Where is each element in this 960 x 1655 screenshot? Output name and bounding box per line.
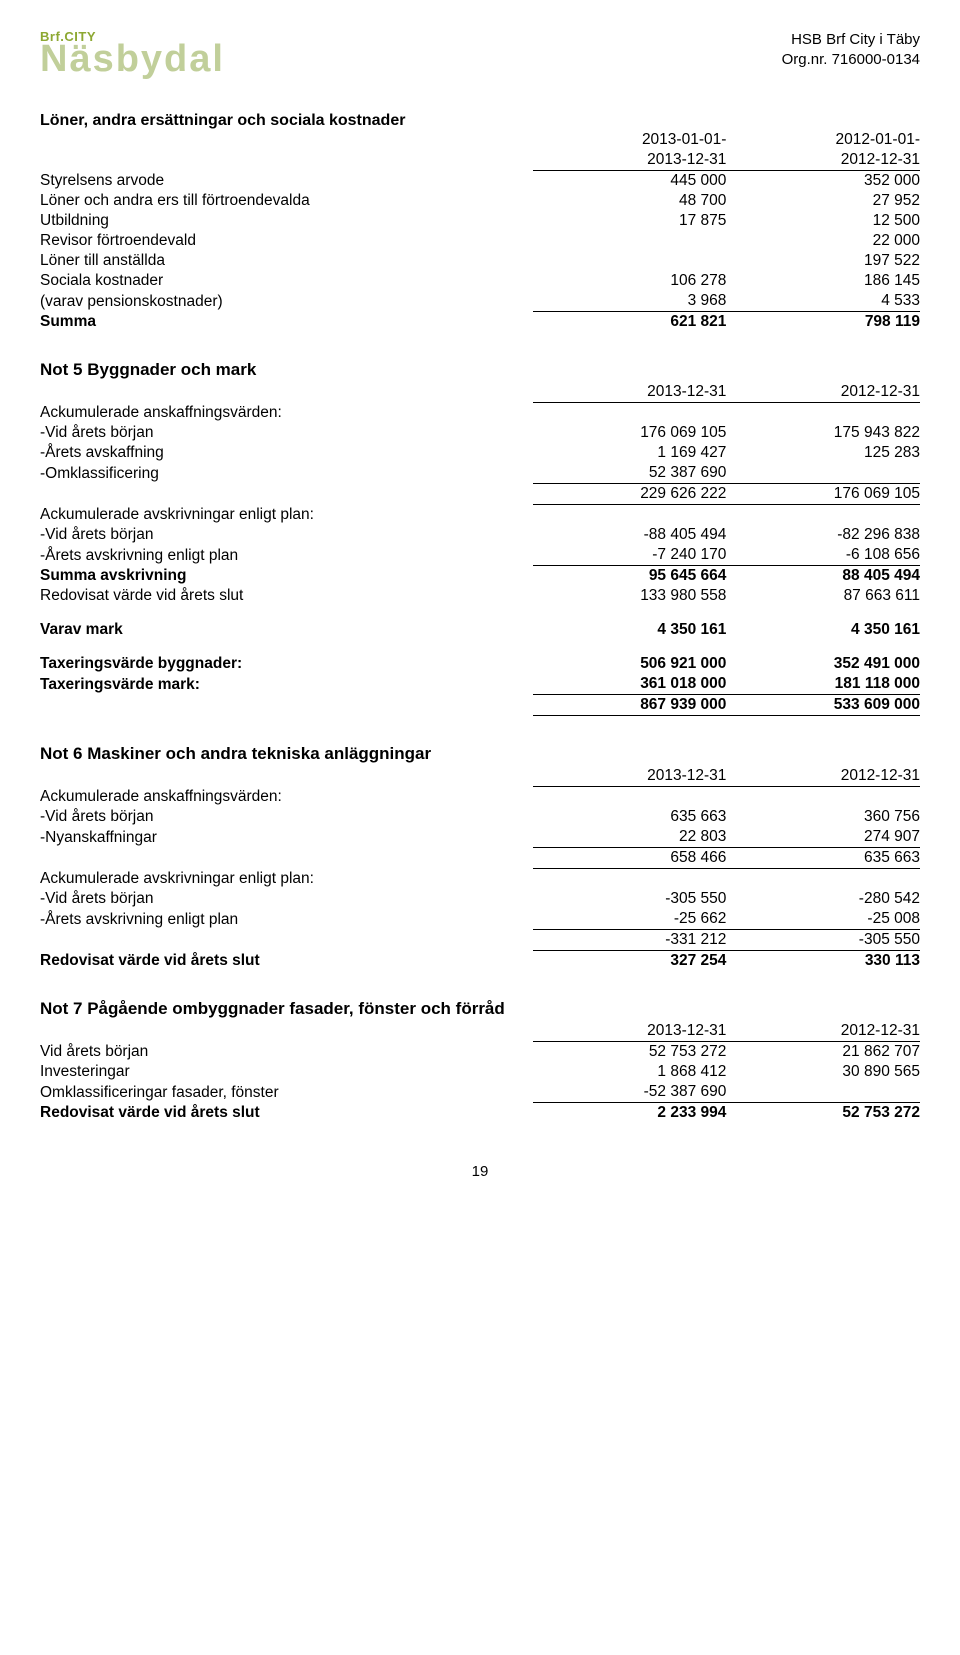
note6-table: 2013-12-31 2012-12-31 Ackumulerade anska… (40, 766, 920, 971)
col-header: 2013-01-01- (533, 130, 727, 150)
table-row: Redovisat värde vid årets slut327 254330… (40, 951, 920, 972)
header-right: HSB Brf City i Täby Org.nr. 716000-0134 (782, 30, 920, 69)
table-row: Utbildning17 87512 500 (40, 211, 920, 231)
col-header: 2013-12-31 (533, 766, 727, 787)
note5-title: Not 5 Byggnader och mark (40, 360, 920, 380)
table-row-sum: Summa621 821798 119 (40, 312, 920, 333)
table-row: Taxeringsvärde mark:361 018 000181 118 0… (40, 674, 920, 695)
table-row: -Årets avskrivning enligt plan-25 662-25… (40, 909, 920, 930)
table-row: Löner och andra ers till förtroendevalda… (40, 191, 920, 211)
table-row-sum: Summa avskrivning95 645 66488 405 494 (40, 566, 920, 587)
table-row: Ackumulerade anskaffningsvärden: (40, 403, 920, 424)
col-header: 2012-12-31 (726, 1021, 920, 1042)
table-row: -Årets avskaffning1 169 427125 283 (40, 443, 920, 463)
note5-table: 2013-12-31 2012-12-31 Ackumulerade anska… (40, 382, 920, 716)
org-name: HSB Brf City i Täby (782, 30, 920, 50)
table-row: Taxeringsvärde byggnader:506 921 000352 … (40, 654, 920, 674)
table-row: Vid årets början52 753 27221 862 707 (40, 1042, 920, 1063)
table-row: -Vid årets början635 663360 756 (40, 807, 920, 827)
col-header: 2012-12-31 (726, 766, 920, 787)
table-row: Ackumulerade avskrivningar enligt plan: (40, 869, 920, 890)
note7-title: Not 7 Pågående ombyggnader fasader, föns… (40, 999, 920, 1019)
table-row: Sociala kostnader106 278186 145 (40, 271, 920, 291)
table-row: -Nyanskaffningar22 803274 907 (40, 827, 920, 848)
table-row: (varav pensionskostnader)3 9684 533 (40, 291, 920, 312)
org-nr: Org.nr. 716000-0134 (782, 50, 920, 70)
table-row: Varav mark4 350 1614 350 161 (40, 620, 920, 640)
table-row: -Vid årets början-305 550-280 542 (40, 889, 920, 909)
page-number: 19 (40, 1163, 920, 1180)
table-row: Ackumulerade avskrivningar enligt plan: (40, 505, 920, 526)
col-header: 2012-12-31 (726, 150, 920, 171)
note7-table: 2013-12-31 2012-12-31 Vid årets början52… (40, 1021, 920, 1123)
table-row: -Vid årets början176 069 105175 943 822 (40, 423, 920, 443)
col-header: 2013-12-31 (533, 382, 727, 403)
table-row: 867 939 000533 609 000 (40, 695, 920, 716)
table-row: -Årets avskrivning enligt plan-7 240 170… (40, 545, 920, 566)
col-header: 2012-12-31 (726, 382, 920, 403)
section1-title: Löner, andra ersättningar och sociala ko… (40, 112, 920, 130)
table-row: Investeringar1 868 41230 890 565 (40, 1062, 920, 1082)
table-row: Löner till anställda197 522 (40, 251, 920, 271)
table-row: -Omklassificering52 387 690 (40, 463, 920, 484)
note6-title: Not 6 Maskiner och andra tekniska anlägg… (40, 744, 920, 764)
table-row: Omklassificeringar fasader, fönster-52 3… (40, 1082, 920, 1103)
table-row: Redovisat värde vid årets slut2 233 9945… (40, 1103, 920, 1124)
page-header: Brf.CITY Näsbydal HSB Brf City i Täby Or… (40, 30, 920, 78)
table-row: Revisor förtroendevald22 000 (40, 231, 920, 251)
table-row: 229 626 222176 069 105 (40, 484, 920, 505)
table-row: -331 212-305 550 (40, 930, 920, 951)
table-row: 658 466635 663 (40, 848, 920, 869)
section1-table: 2013-01-01- 2012-01-01- 2013-12-31 2012-… (40, 130, 920, 332)
col-header: 2013-12-31 (533, 150, 727, 171)
table-row: Ackumulerade anskaffningsvärden: (40, 787, 920, 808)
table-row: Redovisat värde vid årets slut133 980 55… (40, 586, 920, 606)
col-header: 2013-12-31 (533, 1021, 727, 1042)
logo-main: Näsbydal (40, 40, 225, 78)
table-row: -Vid årets början-88 405 494-82 296 838 (40, 525, 920, 545)
table-row: Styrelsens arvode445 000352 000 (40, 171, 920, 192)
logo: Brf.CITY Näsbydal (40, 30, 225, 78)
col-header: 2012-01-01- (726, 130, 920, 150)
